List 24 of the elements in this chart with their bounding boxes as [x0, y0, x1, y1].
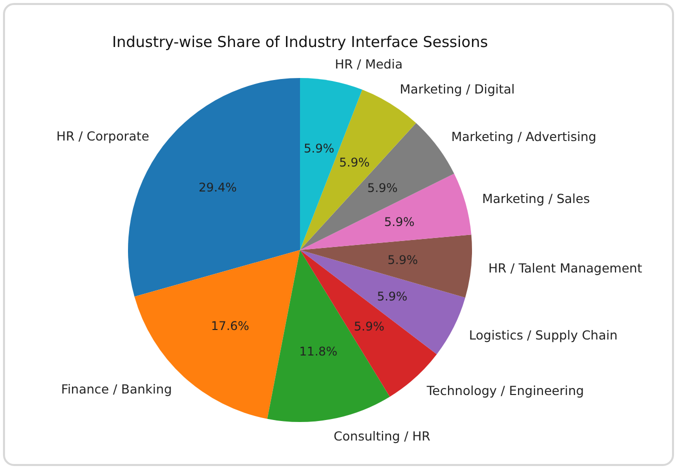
data-label: 5.9% [387, 252, 418, 267]
data-label: 17.6% [211, 318, 250, 333]
pie-slice [300, 250, 466, 354]
slice-label: HR / Corporate [56, 128, 150, 144]
slice-label: Marketing / Digital [400, 82, 515, 97]
slice-label: Logistics / Supply Chain [469, 328, 618, 343]
data-label: 5.9% [304, 142, 334, 156]
data-label: 5.9% [354, 320, 384, 334]
data-label: 5.9% [367, 180, 398, 195]
data-label: 29.4% [198, 180, 237, 195]
pie-slice [300, 123, 454, 250]
data-label: 5.9% [376, 289, 408, 304]
slice-label: Consulting / HR [334, 428, 431, 444]
slice-label: Finance / Banking [61, 382, 172, 397]
slice-label: Marketing / Advertising [451, 128, 596, 144]
slice-label: HR / Talent Management [488, 260, 642, 276]
chart-title: Industry-wise Share of Industry Interface Sessions [112, 33, 488, 51]
slice-label: Marketing / Sales [482, 191, 590, 206]
data-label: 5.9% [384, 215, 415, 230]
pie-slice [300, 174, 472, 250]
data-label: 11.8% [299, 344, 338, 359]
slice-label: HR / Media [334, 56, 403, 72]
slice-label: Technology / Engineering [426, 382, 584, 398]
data-label: 5.9% [339, 155, 370, 170]
